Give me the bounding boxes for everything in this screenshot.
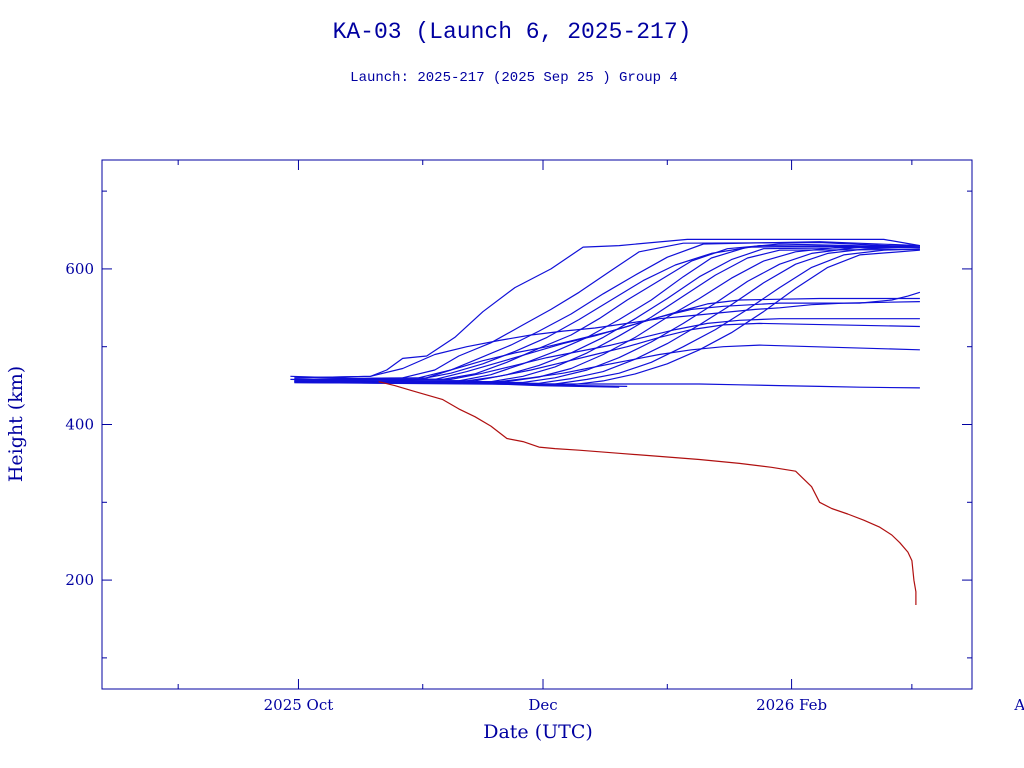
- series-line-decayed: [378, 381, 917, 605]
- series-line-obj-14: [294, 301, 920, 379]
- y-axis-label: Height (km): [5, 366, 27, 482]
- x-tick-label: 2026 Feb: [756, 696, 827, 714]
- series-line-obj-08: [294, 248, 920, 383]
- tick-labels: 2025 Oct Dec 2026 Feb Apr 200 400 600: [65, 260, 1024, 714]
- series-line-obj-02: [294, 241, 920, 380]
- series-line-obj-10: [294, 246, 920, 384]
- series-line-obj-19: [294, 344, 920, 383]
- series-line-obj-06: [294, 245, 920, 382]
- x-tick-label: Dec: [528, 696, 557, 714]
- series-line-obj-13: [294, 249, 920, 386]
- series-line-obj-18: [294, 322, 920, 382]
- y-tick-label: 200: [65, 571, 94, 589]
- chart-subtitle: Launch: 2025-217 (2025 Sep 25 ) Group 4: [350, 70, 678, 86]
- chart-title: KA-03 (Launch 6, 2025-217): [333, 19, 692, 45]
- series-line-obj-01: [294, 238, 921, 379]
- series-line-obj-12: [294, 248, 920, 385]
- series-line-obj-05: [294, 243, 920, 380]
- series-layer: [290, 238, 921, 605]
- series-line-obj-04: [294, 245, 920, 380]
- x-tick-label: Apr: [1013, 696, 1024, 714]
- axis-ticks: [102, 160, 972, 689]
- x-tick-label: 2025 Oct: [264, 696, 334, 714]
- series-line-obj-20: [294, 381, 920, 389]
- y-tick-label: 400: [65, 416, 94, 434]
- series-line-obj-15: [294, 297, 920, 380]
- y-tick-label: 600: [65, 260, 94, 278]
- x-axis-label: Date (UTC): [483, 721, 593, 743]
- series-line-obj-16: [294, 291, 921, 380]
- series-line-obj-21: [290, 375, 620, 388]
- series-line-obj-17: [294, 318, 920, 380]
- series-line-obj-22: [290, 378, 628, 387]
